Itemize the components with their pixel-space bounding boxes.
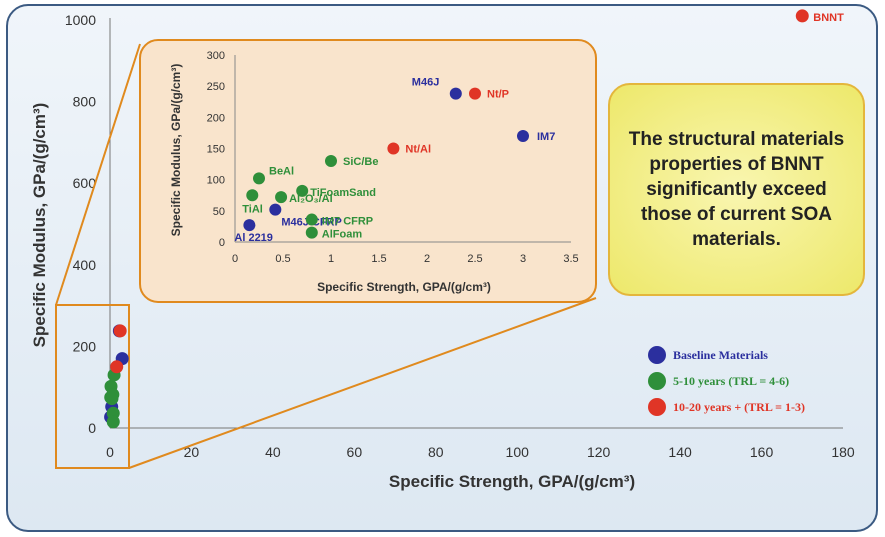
inset-x-tick-label: 3.5: [563, 253, 578, 265]
inset-y-tick-label: 150: [207, 144, 225, 156]
inset-data-point: [269, 203, 282, 216]
inset-y-tick-label: 250: [207, 81, 225, 93]
x-tick-label: 0: [106, 444, 114, 460]
zoom-connector-top: [55, 43, 141, 306]
x-tick-label: 80: [428, 444, 444, 460]
inset-point-label: AlFoam: [322, 229, 363, 241]
x-tick-label: 20: [184, 444, 200, 460]
inset-point-label: SiC/Be: [343, 156, 378, 168]
x-tick-label: 100: [506, 444, 530, 460]
x-tick-label: 180: [831, 444, 855, 460]
legend-marker: [648, 398, 666, 416]
data-point: [106, 415, 120, 429]
inset-data-point: [296, 184, 309, 197]
x-tick-label: 120: [587, 444, 611, 460]
y-tick-label: 200: [73, 338, 97, 354]
inset-point-label: Al 2219: [234, 232, 273, 244]
inset-x-tick-label: 1.5: [371, 253, 386, 265]
inset-data-point: [469, 87, 481, 100]
inset-x-tick-label: 1: [328, 253, 334, 265]
inset-data-point: [305, 226, 318, 239]
zoom-connector-bottom: [128, 297, 597, 469]
x-tick-label: 140: [668, 444, 692, 460]
data-point: [113, 324, 127, 338]
inset-point-label: TiAl: [242, 203, 263, 215]
inset-data-point: [517, 130, 529, 143]
inset-point-label: Nt/P: [487, 89, 509, 101]
legend-marker: [648, 346, 666, 364]
legend-marker: [648, 372, 666, 390]
inset-y-axis-label: Specific Modulus, GPa/(g/cm³): [169, 64, 183, 237]
inset-panel: [139, 39, 597, 303]
inset-x-tick-label: 3: [520, 253, 526, 265]
inset-data-point: [246, 189, 259, 202]
data-point: [106, 388, 120, 402]
legend-label: 10-20 years + (TRL = 1-3): [673, 400, 805, 414]
inset-data-point: [387, 142, 400, 155]
inset-y-tick-label: 0: [219, 237, 225, 249]
inset-point-label: M46J: [412, 77, 440, 89]
inset-point-label: IM7 CFRP: [322, 216, 373, 228]
inset-data-point: [275, 191, 288, 204]
y-tick-label: 0: [88, 420, 96, 436]
y-tick-label: 400: [73, 257, 97, 273]
inset-data-point: [449, 87, 462, 100]
inset-y-tick-label: 100: [207, 175, 225, 187]
y-tick-label: 800: [73, 94, 97, 110]
legend-label: 5-10 years (TRL = 4-6): [673, 374, 789, 388]
x-axis-label: Specific Strength, GPA/(g/cm³): [389, 472, 635, 491]
callout-box: The structural materials properties of B…: [608, 83, 865, 296]
inset-data-point: [243, 219, 256, 232]
inset-point-label: TiFoamSand: [310, 187, 376, 199]
inset-x-tick-label: 2: [424, 253, 430, 265]
inset-y-tick-label: 200: [207, 112, 225, 124]
inset-y-tick-label: 50: [213, 206, 225, 218]
legend: Baseline Materials 5-10 years (TRL = 4-6)…: [648, 346, 805, 416]
inset-point-label: IM7: [537, 131, 555, 143]
data-point: [110, 360, 124, 374]
y-tick-label: 1000: [65, 12, 96, 28]
inset-x-axis-label: Specific Strength, GPA/(g/cm³): [317, 280, 491, 294]
point-label: BNNT: [813, 12, 844, 24]
zoom-region-box: [55, 304, 130, 469]
inset-x-tick-label: 0.5: [275, 253, 290, 265]
inset-data-point: [305, 213, 318, 226]
y-tick-label: 600: [73, 175, 97, 191]
x-tick-label: 160: [750, 444, 774, 460]
inset-x-tick-label: 2.5: [467, 253, 482, 265]
x-tick-label: 40: [265, 444, 281, 460]
inset-point-label: Nt/Al: [405, 144, 431, 156]
inset-data-point: [325, 154, 337, 167]
data-point: [795, 9, 809, 23]
y-axis-label: Specific Modulus, GPa/(g/cm³): [30, 103, 49, 348]
x-tick-label: 60: [347, 444, 363, 460]
inset-x-tick-label: 0: [232, 253, 238, 265]
legend-label: Baseline Materials: [673, 348, 768, 362]
callout-text: The structural materials properties of B…: [628, 129, 845, 250]
inset-y-tick-label: 300: [207, 50, 225, 62]
inset-data-point: [253, 172, 265, 185]
inset-point-label: BeAl: [269, 165, 294, 177]
